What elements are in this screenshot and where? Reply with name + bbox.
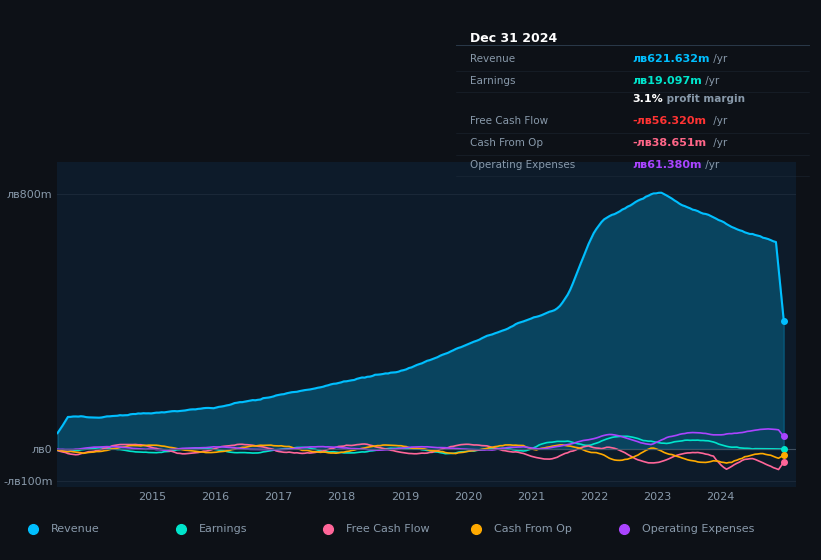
Text: /yr: /yr (710, 116, 727, 126)
Text: -лв56.320m: -лв56.320m (632, 116, 706, 126)
Text: -лв38.651m: -лв38.651m (632, 138, 706, 148)
Text: Earnings: Earnings (199, 524, 247, 534)
Text: /yr: /yr (710, 54, 727, 64)
Text: Operating Expenses: Operating Expenses (470, 160, 575, 170)
Text: Revenue: Revenue (51, 524, 99, 534)
Text: Revenue: Revenue (470, 54, 515, 64)
Text: Free Cash Flow: Free Cash Flow (470, 116, 548, 126)
Text: Dec 31 2024: Dec 31 2024 (470, 32, 557, 45)
Text: profit margin: profit margin (663, 94, 745, 104)
Text: /yr: /yr (702, 76, 719, 86)
Text: лв621.632m: лв621.632m (632, 54, 709, 64)
Text: Earnings: Earnings (470, 76, 516, 86)
Text: 3.1%: 3.1% (632, 94, 663, 104)
Text: лв61.380m: лв61.380m (632, 160, 702, 170)
Text: Free Cash Flow: Free Cash Flow (346, 524, 430, 534)
Text: Cash From Op: Cash From Op (470, 138, 543, 148)
Text: /yr: /yr (710, 138, 727, 148)
Text: лв19.097m: лв19.097m (632, 76, 702, 86)
Text: Operating Expenses: Operating Expenses (642, 524, 754, 534)
Text: /yr: /yr (702, 160, 719, 170)
Text: Cash From Op: Cash From Op (494, 524, 572, 534)
